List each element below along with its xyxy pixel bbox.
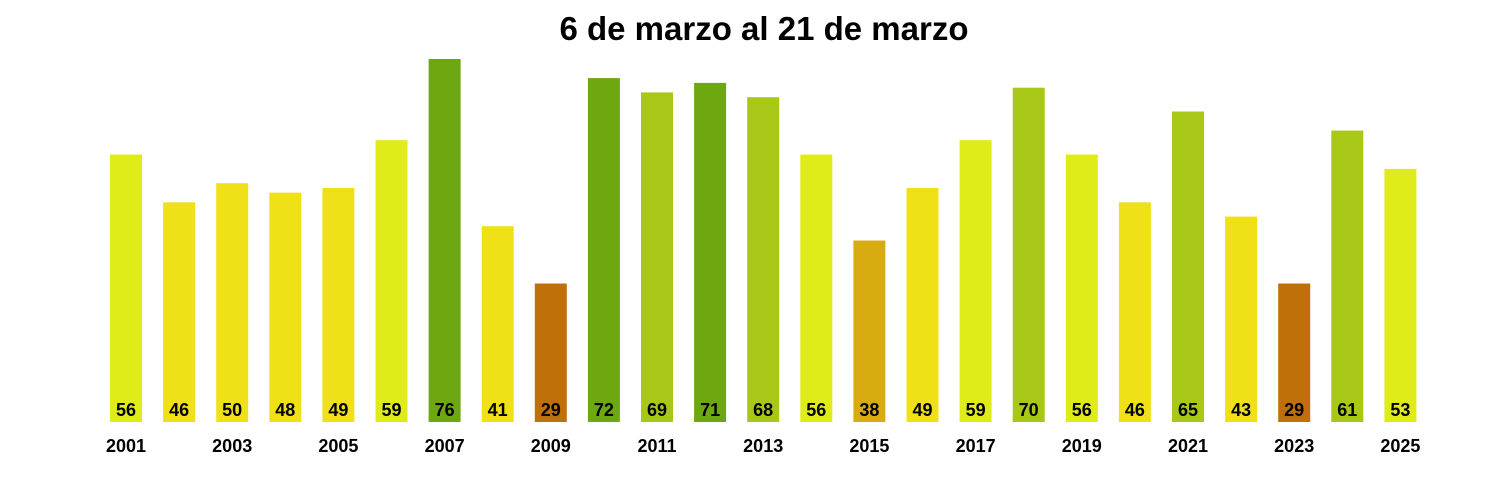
bar-2023	[1278, 283, 1311, 422]
value-label-2017: 59	[966, 400, 986, 420]
value-label-2021: 65	[1178, 400, 1198, 420]
value-label-2005: 49	[328, 400, 348, 420]
bar-2017	[959, 140, 992, 422]
bar-2013	[747, 97, 780, 422]
x-tick-2001: 2001	[106, 436, 146, 456]
bar-2004	[269, 192, 302, 422]
value-label-2003: 50	[222, 400, 242, 420]
value-label-2020: 46	[1125, 400, 1145, 420]
bar-2006	[375, 140, 408, 422]
value-label-2022: 43	[1231, 400, 1251, 420]
value-label-2019: 56	[1072, 400, 1092, 420]
bar-2016	[906, 188, 939, 422]
value-label-2014: 56	[806, 400, 826, 420]
x-tick-2011: 2011	[637, 436, 676, 456]
value-label-2025: 53	[1390, 400, 1410, 420]
value-label-2010: 72	[594, 400, 614, 420]
chart-title: 6 de marzo al 21 de marzo	[559, 10, 969, 47]
value-label-2024: 61	[1337, 400, 1357, 420]
bar-2002	[163, 202, 196, 422]
x-tick-2013: 2013	[743, 436, 783, 456]
value-label-2013: 68	[753, 400, 773, 420]
x-tick-labels-group: 2001 2003 2005 2007 2009 2011 2013 2015 2017 2019…	[106, 436, 1420, 456]
value-label-2012: 71	[700, 400, 720, 420]
bar-2015	[853, 240, 886, 422]
bar-2008	[481, 226, 514, 422]
bar-2005	[322, 188, 355, 422]
bar-2022	[1225, 216, 1258, 422]
value-label-2006: 59	[381, 400, 401, 420]
x-tick-2015: 2015	[849, 436, 889, 456]
x-tick-2017: 2017	[956, 436, 996, 456]
value-label-2015: 38	[859, 400, 879, 420]
value-label-2004: 48	[275, 400, 295, 420]
bar-2011	[641, 92, 673, 423]
bar-2010	[587, 78, 620, 422]
bar-2021	[1172, 111, 1204, 422]
bar-2007	[428, 59, 461, 422]
bar-2018	[1012, 87, 1045, 422]
value-label-2016: 49	[912, 400, 932, 420]
x-tick-2005: 2005	[318, 436, 358, 456]
bar-2014	[800, 154, 833, 422]
bar-2025	[1384, 168, 1417, 422]
bars-group	[110, 59, 1417, 423]
value-label-2011: 69	[647, 400, 667, 420]
value-label-2009: 29	[541, 400, 561, 420]
bar-2024	[1331, 130, 1364, 422]
bar-2012	[694, 82, 727, 423]
bar-2009	[534, 283, 567, 422]
value-label-2002: 46	[169, 400, 189, 420]
x-tick-2003: 2003	[212, 436, 252, 456]
x-tick-2021: 2021	[1168, 436, 1208, 456]
value-labels-group: 56 46 50 48 49 59 76 41 29 72 69 71 68 56 38 49 59 70 56 46…	[116, 400, 1410, 420]
bar-2001	[110, 154, 142, 422]
x-tick-2023: 2023	[1274, 436, 1314, 456]
x-tick-2009: 2009	[531, 436, 571, 456]
x-tick-2007: 2007	[425, 436, 465, 456]
value-label-2008: 41	[488, 400, 508, 420]
bar-2020	[1118, 202, 1151, 422]
value-label-2018: 70	[1019, 400, 1039, 420]
x-tick-2019: 2019	[1062, 436, 1102, 456]
value-label-2001: 56	[116, 400, 136, 420]
value-label-2023: 29	[1284, 400, 1304, 420]
bar-2003	[216, 183, 249, 422]
bar-2019	[1065, 154, 1098, 422]
value-label-2007: 76	[435, 400, 455, 420]
x-tick-2025: 2025	[1380, 436, 1420, 456]
